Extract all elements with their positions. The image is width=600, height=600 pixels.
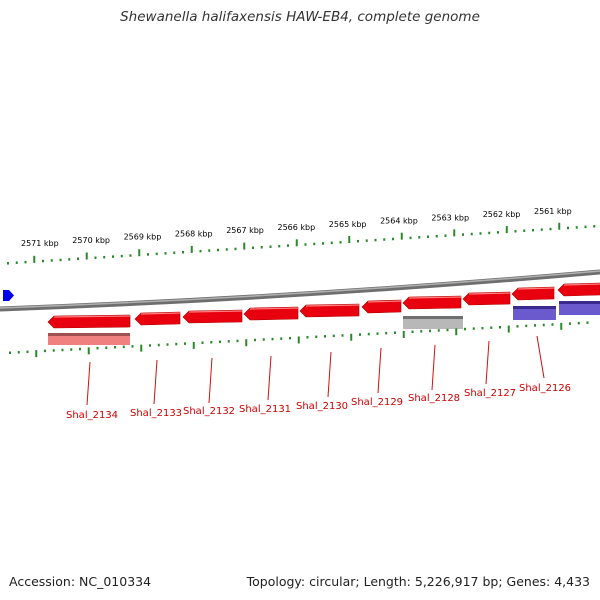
gene-arrow (47, 314, 131, 329)
accession-label: Accession: NC_010334 (9, 574, 152, 589)
gene-arrow-highlight (140, 312, 181, 315)
leader-line (536, 335, 545, 379)
gene-arrow (462, 291, 511, 306)
gene-arrow (511, 286, 555, 301)
gene-track (47, 282, 600, 329)
scale-label: 2567 kbp (226, 226, 264, 235)
gene-arrow-highlight (367, 300, 402, 303)
leader-line (431, 344, 436, 391)
gene-arrow-highlight (517, 287, 555, 290)
backbone-highlight (0, 270, 600, 309)
feature-box-edge (513, 306, 556, 309)
scale-label: 2566 kbp (278, 223, 316, 232)
gene-arrow (299, 303, 360, 318)
gene-arrow-highlight (305, 304, 360, 307)
gene-arrow-highlight (563, 283, 600, 286)
scale-label: 2561 kbp (534, 207, 572, 216)
gene-label: Shal_2127 (464, 388, 516, 399)
gene-arrow (243, 306, 299, 321)
feature-box-edge (403, 316, 463, 319)
scale-label: 2562 kbp (483, 210, 521, 219)
leader-line (485, 340, 490, 385)
feature-box (513, 306, 556, 320)
scale-label: 2570 kbp (72, 236, 110, 245)
gene-arrow (361, 299, 402, 314)
gene-arrow (134, 311, 181, 326)
scale-label: 2569 kbp (124, 233, 162, 242)
leader-line (208, 357, 213, 404)
scale-label: 2563 kbp (431, 213, 469, 222)
scale-label: 2571 kbp (21, 239, 59, 248)
gene-label: Shal_2133 (130, 408, 182, 419)
leader-line (377, 347, 382, 394)
map-title: Shewanella halifaxensis HAW-EB4, complet… (120, 9, 480, 25)
leader-line (153, 359, 158, 405)
gene-label: Shal_2130 (296, 401, 348, 412)
leader-line (267, 355, 272, 401)
origin-marker-icon (3, 290, 14, 301)
gene-label: Shal_2128 (408, 393, 460, 404)
gene-label: Shal_2131 (239, 404, 291, 415)
leader-line (327, 351, 332, 398)
inner-tick-track (9, 321, 589, 358)
gene-arrow-highlight (53, 315, 131, 318)
feature-box (559, 301, 600, 315)
feature-box (403, 316, 463, 329)
outer-tick-track (7, 222, 596, 265)
gene-arrow-highlight (468, 292, 511, 295)
feature-box-edge (559, 301, 600, 304)
leader-lines (86, 335, 545, 406)
gene-label-group: Shal_2134 Shal_2133 Shal_2132 Shal_2131 Shal… (66, 383, 571, 421)
gene-arrow-highlight (249, 307, 299, 310)
topology-summary: Topology: circular; Length: 5,226,917 bp… (246, 574, 590, 589)
backbone-track (0, 269, 600, 312)
gene-arrow-highlight (188, 310, 243, 313)
gene-arrow (182, 309, 243, 324)
gene-arrow (402, 295, 462, 310)
feature-box-edge (48, 333, 130, 336)
scale-label: 2568 kbp (175, 229, 213, 238)
gene-arrow (557, 282, 600, 297)
scale-label: 2564 kbp (380, 217, 418, 226)
feature-track (48, 301, 600, 345)
gene-label: Shal_2132 (183, 406, 235, 417)
gene-label: Shal_2129 (351, 397, 403, 408)
scale-label-group: 2571 kbp 2570 kbp 2569 kbp 2568 kbp 2567 kbp… (21, 207, 572, 248)
backbone-line (0, 269, 600, 312)
gene-label: Shal_2134 (66, 410, 118, 421)
scale-label: 2565 kbp (329, 220, 367, 229)
leader-line (86, 361, 91, 406)
gene-label: Shal_2126 (519, 383, 571, 394)
gene-arrow-highlight (408, 296, 462, 299)
